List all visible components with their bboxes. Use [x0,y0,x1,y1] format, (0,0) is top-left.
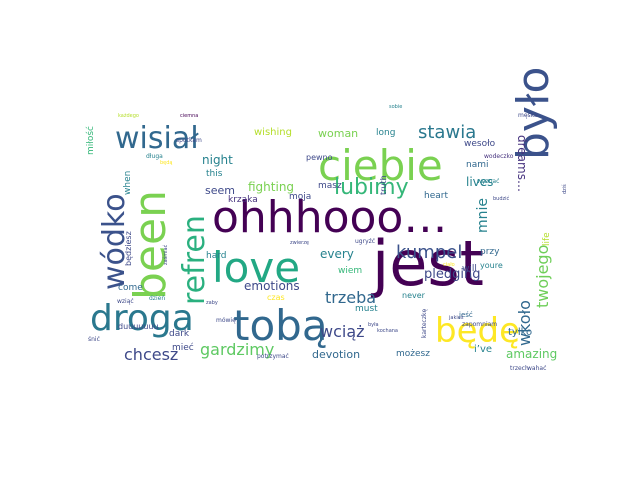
cloud-word: tylko [508,327,532,338]
cloud-word: wciąż [320,322,365,341]
cloud-word: lives [466,175,493,189]
cloud-word: jeść [458,311,473,319]
cloud-word: krzaka [228,195,258,205]
cloud-word: przy [480,247,500,257]
cloud-word: moja [289,192,311,202]
cloud-word: zapomniam [462,321,497,328]
cloud-word: dzień [149,295,165,302]
cloud-word: wiem [338,266,362,276]
cloud-word: wkoło [515,300,534,346]
cloud-word: kumpel [396,242,462,263]
cloud-word: must [355,304,378,314]
cloud-word: amazing [506,347,557,361]
cloud-word: potrzymać [257,353,289,360]
cloud-word: woman [318,127,358,140]
cloud-word: droga [90,298,194,339]
cloud-word: hard [206,251,226,261]
cloud-word: wishing [254,127,292,138]
cloud-word: mieć [172,342,194,353]
cloud-word: dark [169,329,190,339]
cloud-word: zaby [206,300,218,306]
cloud-word: ciebie [318,141,443,190]
cloud-word: nami [466,160,489,170]
cloud-word: jest [370,227,484,300]
cloud-word: stawia [418,122,476,143]
cloud-word: śnić [88,336,100,343]
cloud-word: been [125,190,176,300]
cloud-word: pledging [424,267,480,282]
cloud-word: wesoło [464,139,496,149]
cloud-word: spotkam [176,137,202,144]
cloud-word: zwierzę [290,240,309,246]
cloud-word: seem [205,184,235,197]
cloud-word: lubimy [334,175,409,200]
cloud-word: długa [146,153,163,160]
cloud-word: jakieś [448,314,464,321]
cloud-word: chcesz [124,345,178,364]
cloud-word: heart [424,191,448,201]
cloud-word: wódko [97,193,132,290]
cloud-word: było [508,67,559,160]
cloud-word: when [123,171,133,195]
cloud-word: czas [267,293,285,302]
cloud-word: miłość [85,126,96,155]
cloud-word: wyznać [477,178,499,185]
cloud-word: ohhhooo… [212,192,447,243]
cloud-word: youre [480,261,503,270]
cloud-word: mówię [216,317,236,324]
cloud-word: never [402,291,426,300]
cloud-word: long [376,128,395,138]
cloud-word: każdego [118,113,139,119]
cloud-word: dziś [561,184,568,194]
cloud-word: tobą [233,301,328,350]
cloud-word: i’ve [474,344,492,355]
cloud-word: dreams… [515,135,529,192]
cloud-word: wahać [527,365,546,372]
cloud-word: pewno [306,153,333,162]
cloud-word: będą [160,160,173,166]
cloud-word: mnie [475,198,491,233]
cloud-word: twojego [533,245,552,308]
cloud-word: wodeczko [484,153,514,160]
cloud-word: truth [379,175,388,195]
cloud-word: zaśmiać [162,244,169,265]
cloud-word: trzech [510,365,529,372]
cloud-word: ugryźć [355,238,375,245]
cloud-word: możesz [396,349,430,359]
cloud-word: będę [435,311,520,351]
cloud-word: ciało [443,262,455,268]
cloud-word: gardzimy [200,340,274,359]
cloud-word: wziąć [117,298,134,305]
cloud-word: trzeba [325,288,376,307]
cloud-word: męska [518,112,538,119]
cloud-word: karteczkę [421,309,428,338]
cloud-word: refren [177,215,212,305]
cloud-word: will [462,264,477,274]
cloud-word: duuuuuuu [118,322,159,331]
cloud-word: sobie [389,104,402,110]
cloud-word: this [206,169,223,179]
cloud-word: come [118,283,143,293]
cloud-word: every [320,247,354,261]
cloud-word: love [212,243,300,292]
cloud-word: była [368,322,379,328]
cloud-word: night [202,153,233,167]
cloud-word: life [542,232,552,246]
cloud-word: będziesz [124,231,133,266]
cloud-word: ciemna [180,113,198,119]
cloud-word: wisiał [115,121,199,156]
cloud-word: emotions [244,279,300,293]
cloud-word: kochana [377,328,398,334]
cloud-word: masz [318,181,342,191]
cloud-word: budzić [493,195,510,202]
cloud-background [80,96,560,336]
cloud-word: devotion [312,348,360,361]
cloud-word: fighting [248,180,294,194]
